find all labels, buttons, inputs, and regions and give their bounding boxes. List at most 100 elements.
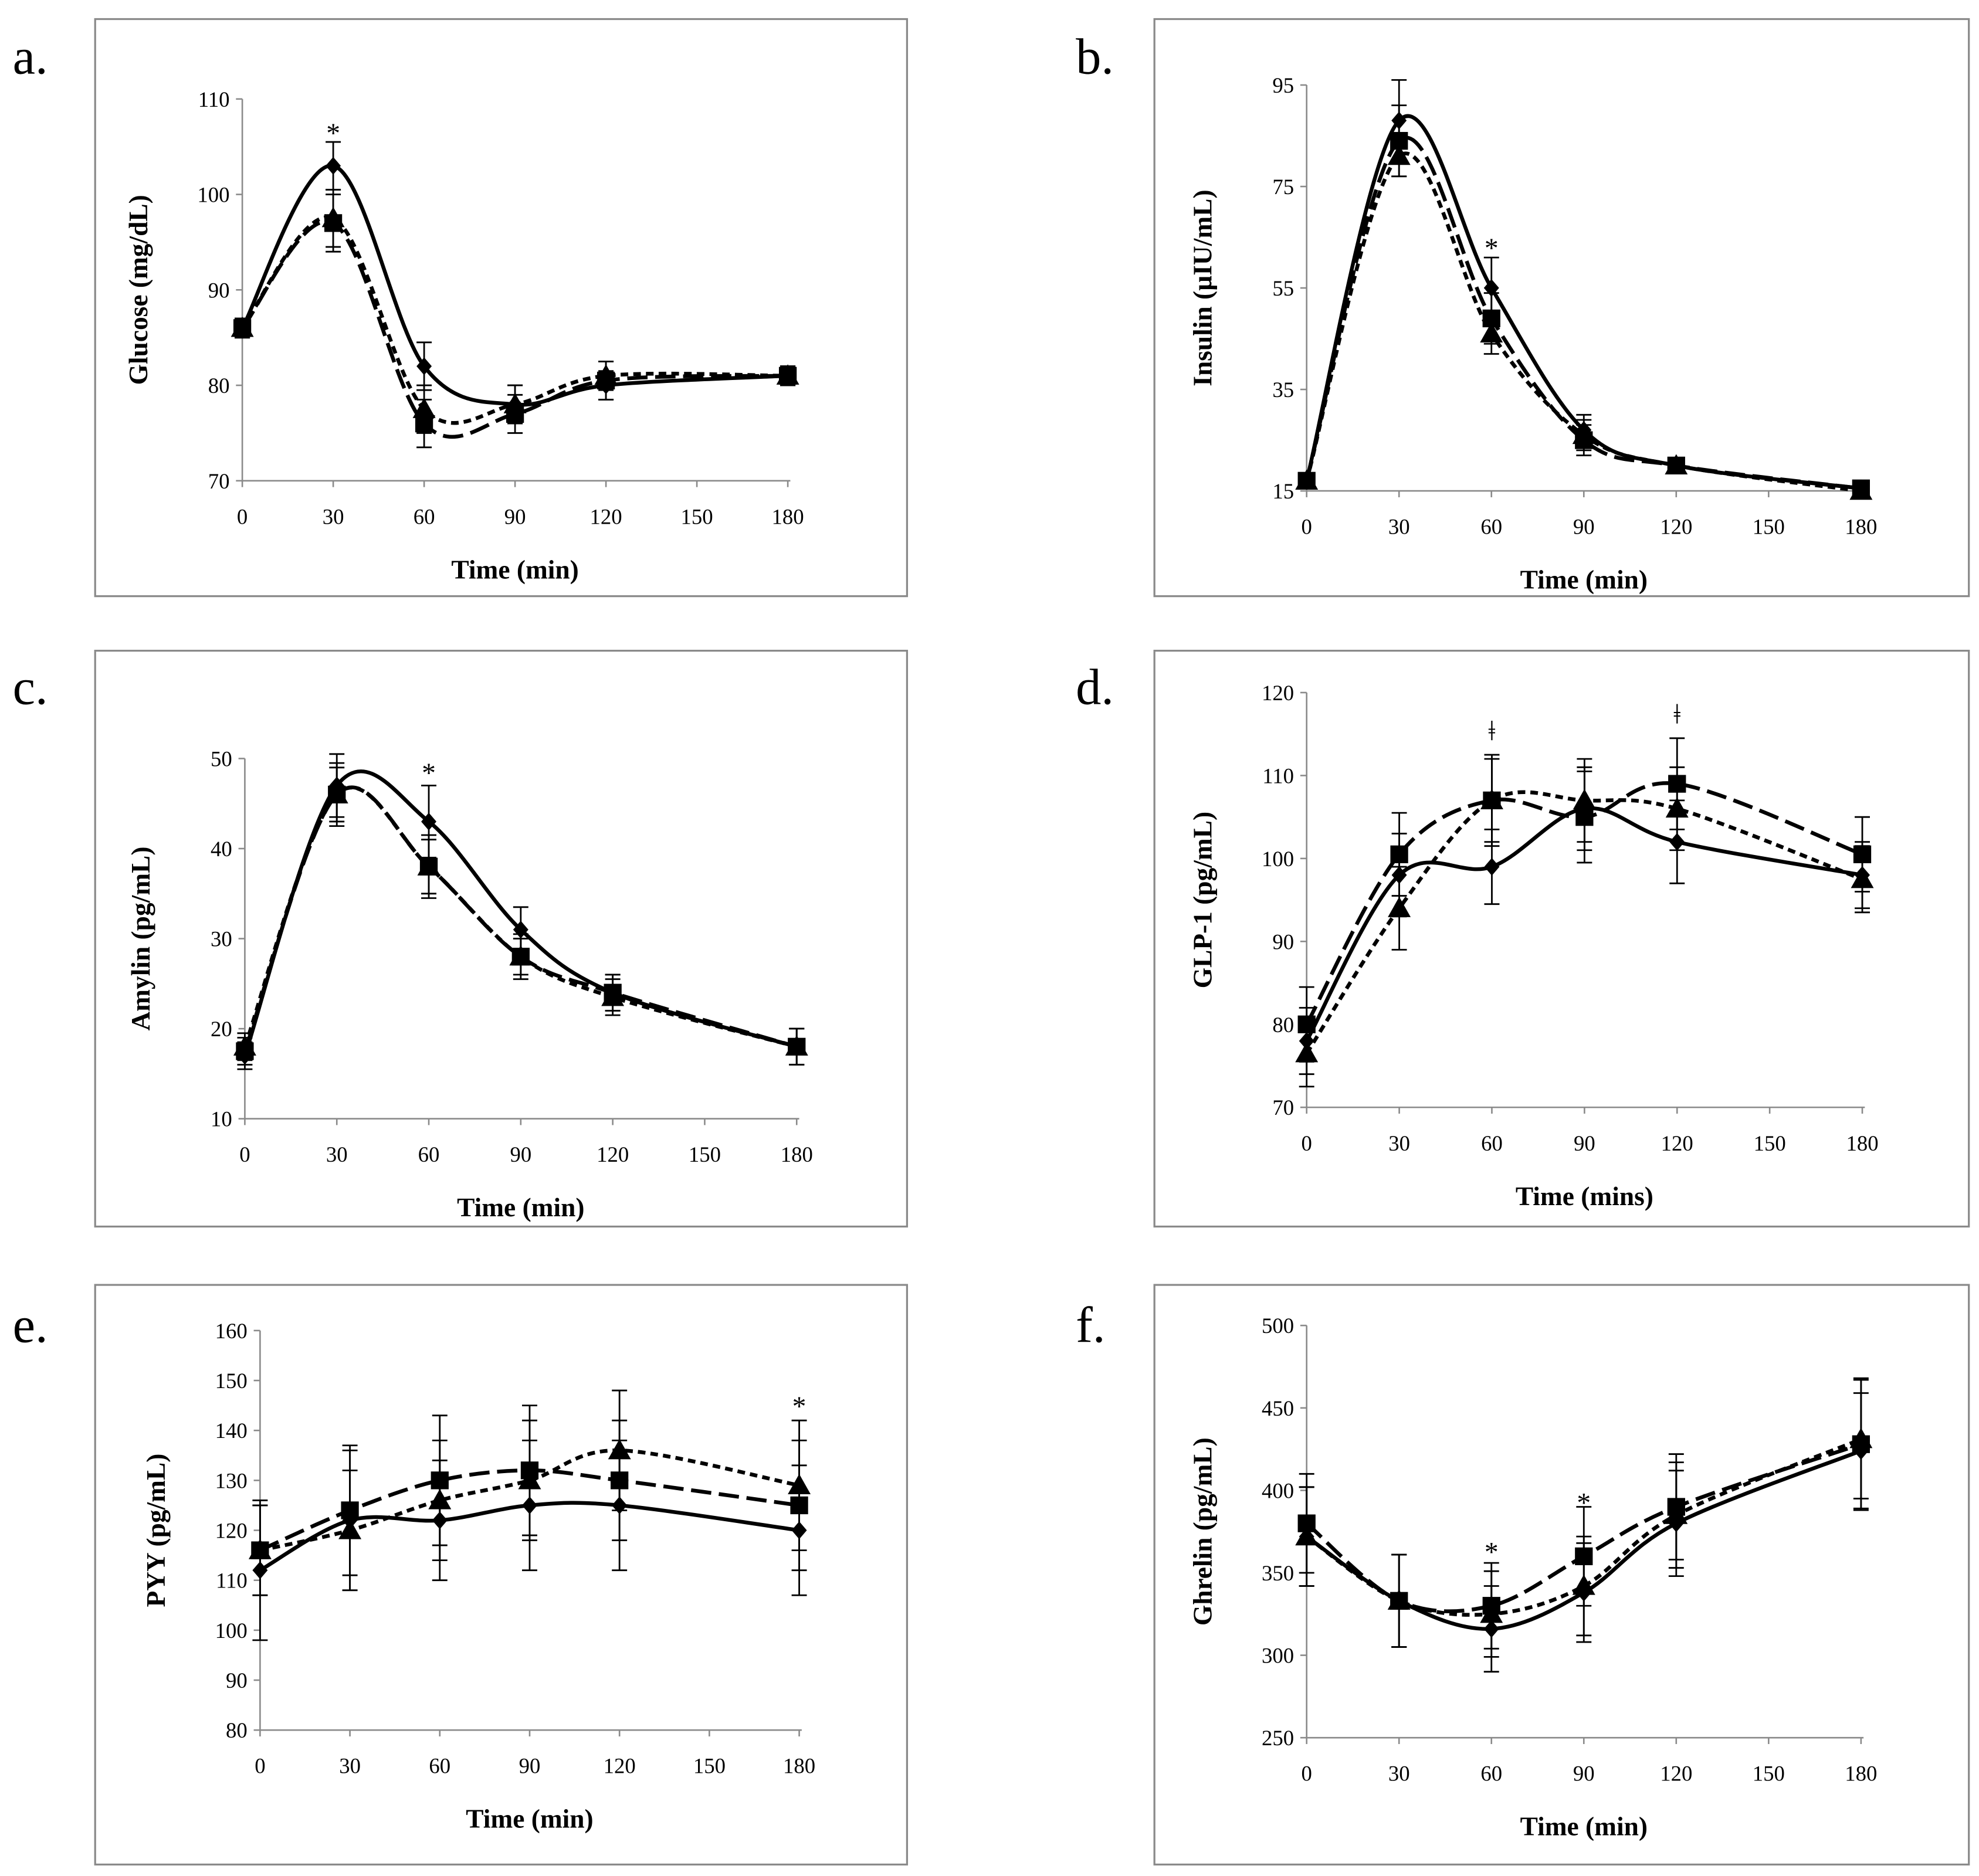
y-tick-label: 80 bbox=[226, 1718, 248, 1742]
x-tick-label: 120 bbox=[1660, 1762, 1692, 1786]
x-axis-title: Time (min) bbox=[457, 1193, 584, 1222]
x-tick-label: 90 bbox=[1573, 1762, 1595, 1786]
series-line-triangle bbox=[240, 215, 788, 425]
x-tick-label: 90 bbox=[1573, 515, 1595, 539]
series-line-square bbox=[240, 219, 788, 439]
series-triangle bbox=[1295, 1379, 1873, 1658]
x-tick-label: 30 bbox=[1388, 1131, 1410, 1155]
x-tick-label: 60 bbox=[418, 1142, 440, 1166]
y-tick-label: 55 bbox=[1272, 276, 1294, 300]
y-tick-label: 80 bbox=[1272, 1013, 1294, 1037]
y-tick-label: 90 bbox=[226, 1668, 248, 1692]
y-tick-label: 250 bbox=[1262, 1726, 1294, 1750]
panel-a: a. 70 80 90 100 110 0 30 60 90 120 150 180 Time (min)… bbox=[13, 18, 909, 598]
data-point-triangle bbox=[1665, 797, 1689, 818]
series-line-triangle bbox=[1305, 1437, 1862, 1617]
data-point-triangle bbox=[509, 945, 533, 966]
data-point-triangle bbox=[321, 206, 345, 228]
x-tick-label: 30 bbox=[1388, 515, 1410, 539]
data-point-triangle bbox=[412, 398, 436, 418]
x-axis-title: Time (mins) bbox=[1516, 1182, 1653, 1211]
x-tick-label: 150 bbox=[693, 1754, 726, 1778]
significance-marker: * bbox=[326, 118, 340, 149]
y-tick-label: 140 bbox=[215, 1419, 248, 1443]
x-axis-title: Time (min) bbox=[466, 1804, 593, 1834]
y-tick-label: 160 bbox=[215, 1319, 248, 1343]
data-point-triangle bbox=[518, 1468, 541, 1490]
series-triangle bbox=[1295, 135, 1873, 500]
panel-label: f. bbox=[1076, 1297, 1105, 1353]
data-point-square bbox=[1390, 845, 1408, 863]
y-tick-label: 40 bbox=[211, 837, 232, 861]
x-tick-label: 150 bbox=[1754, 1131, 1786, 1155]
series-triangle bbox=[233, 766, 808, 1066]
y-tick-label: 50 bbox=[211, 747, 232, 771]
y-tick-label: 100 bbox=[197, 183, 229, 207]
data-point-triangle bbox=[338, 1519, 362, 1539]
y-tick-label: 110 bbox=[216, 1569, 248, 1593]
x-tick-label: 180 bbox=[772, 504, 804, 528]
data-point-triangle bbox=[1665, 454, 1688, 474]
x-tick-label: 30 bbox=[326, 1142, 348, 1166]
x-tick-label: 150 bbox=[1753, 1762, 1785, 1786]
data-point-triangle bbox=[503, 393, 527, 413]
data-point-triangle bbox=[1295, 1525, 1319, 1546]
x-tick-label: 120 bbox=[1661, 1131, 1693, 1155]
data-point-triangle bbox=[325, 783, 348, 804]
y-tick-label: 75 bbox=[1272, 175, 1294, 199]
y-tick-label: 70 bbox=[208, 469, 230, 493]
y-tick-label: 300 bbox=[1262, 1644, 1294, 1668]
series-line-triangle bbox=[1304, 790, 1863, 1055]
x-axis-title: Time (min) bbox=[1520, 1812, 1648, 1841]
data-point-triangle bbox=[1849, 479, 1873, 500]
panel-b: b. 15 35 55 75 95 0 30 60 90 120 150 180 Time (min) In… bbox=[1076, 18, 1970, 598]
series-triangle bbox=[231, 189, 799, 434]
data-point-triangle bbox=[1480, 322, 1503, 343]
data-point-triangle bbox=[1849, 1427, 1873, 1448]
x-tick-label: 90 bbox=[510, 1142, 531, 1166]
data-point-triangle bbox=[1388, 897, 1411, 917]
y-tick-label: 100 bbox=[1262, 847, 1294, 871]
x-tick-label: 120 bbox=[597, 1142, 629, 1166]
y-tick-label: 120 bbox=[215, 1519, 248, 1543]
y-tick-label: 110 bbox=[1262, 764, 1294, 788]
panel-c: c. 10 20 30 40 50 0 30 60 90 120 150 180 Time (min) Am… bbox=[13, 649, 909, 1228]
series-line-triangle bbox=[259, 1448, 800, 1552]
panel-label: c. bbox=[13, 659, 48, 715]
significance-marker: * bbox=[422, 758, 436, 789]
data-point-triangle bbox=[1572, 423, 1595, 445]
y-tick-label: 100 bbox=[215, 1619, 248, 1643]
data-point-triangle bbox=[1665, 1504, 1688, 1524]
x-tick-label: 30 bbox=[339, 1754, 361, 1778]
panel-label: b. bbox=[1076, 29, 1114, 85]
significance-marker: ǂ bbox=[1673, 700, 1680, 730]
panel-label: d. bbox=[1076, 659, 1114, 715]
panel-border bbox=[94, 18, 909, 598]
data-point-triangle bbox=[231, 316, 254, 337]
y-axis-title: Glucose (mg/dL) bbox=[124, 195, 153, 385]
y-tick-label: 130 bbox=[215, 1468, 248, 1492]
data-point-triangle bbox=[608, 1439, 631, 1460]
x-tick-label: 120 bbox=[1660, 515, 1692, 539]
series-triangle bbox=[1295, 758, 1874, 1088]
data-point-diamond bbox=[421, 812, 437, 831]
x-tick-label: 150 bbox=[689, 1142, 721, 1166]
data-point-triangle bbox=[1480, 1602, 1503, 1623]
data-point-triangle bbox=[1295, 469, 1319, 490]
series-triangle bbox=[248, 1389, 811, 1596]
x-axis-title: Time (min) bbox=[451, 555, 578, 584]
series-line-square bbox=[1304, 781, 1863, 1026]
data-point-triangle bbox=[776, 364, 799, 385]
significance-marker: * bbox=[1577, 1488, 1591, 1518]
data-point-triangle bbox=[785, 1035, 808, 1056]
y-tick-label: 95 bbox=[1272, 73, 1294, 97]
data-point-triangle bbox=[1387, 144, 1411, 165]
x-tick-label: 30 bbox=[1388, 1762, 1410, 1786]
x-tick-label: 0 bbox=[1302, 1762, 1312, 1786]
y-axis-title: GLP-1 (pg/mL) bbox=[1188, 812, 1217, 988]
data-point-triangle bbox=[1572, 1575, 1595, 1595]
panel-d: d. 70 80 90 100 110 120 0 30 60 90 120 150 180 Time (m… bbox=[1076, 649, 1970, 1228]
significance-marker: ǂ bbox=[1489, 716, 1496, 747]
significance-marker: * bbox=[1485, 1538, 1499, 1568]
panel-border bbox=[1153, 1284, 1970, 1866]
